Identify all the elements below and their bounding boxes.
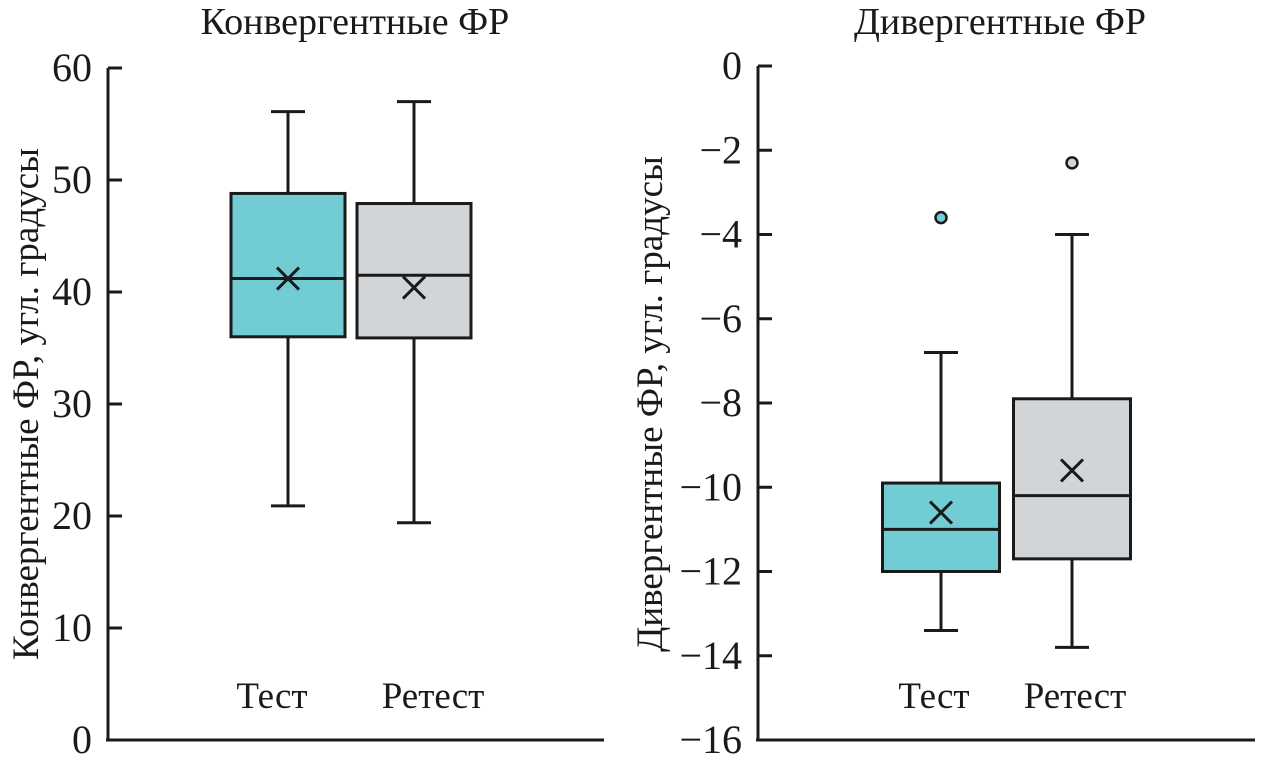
y-tick-label: 10 — [52, 605, 92, 650]
iqr-box — [229, 191, 347, 339]
mean-marker — [928, 500, 954, 525]
iqr-box — [881, 481, 1001, 574]
mean-marker — [275, 266, 301, 291]
y-tick-label: 50 — [52, 157, 92, 202]
y-tick-label: −6 — [699, 296, 742, 341]
box-retest — [1012, 156, 1132, 649]
y-tick-label: −12 — [679, 549, 742, 594]
y-axis-label: Конвергентные ФР, угл. градусы — [6, 148, 47, 660]
y-tick-label: −10 — [679, 464, 742, 509]
category-label-test: Тест — [236, 676, 307, 717]
outlier-point — [1065, 156, 1079, 170]
panel-convergent: Конвергентные ФР Конвергентные ФР, угл. … — [6, 1, 604, 762]
y-tick-label: −14 — [679, 633, 742, 678]
iqr-box — [355, 202, 473, 340]
y-tick-label: 40 — [52, 269, 92, 314]
mean-marker — [1059, 458, 1085, 483]
box-test — [229, 110, 347, 508]
y-axis-label: Дивергентные ФР, угл. градусы — [630, 156, 671, 652]
y-tick-label: −2 — [699, 127, 742, 172]
chart-title: Конвергентные ФР — [201, 1, 510, 43]
box-retest — [355, 100, 473, 525]
panel-divergent: Дивергентные ФР Дивергентные ФР, угл. гр… — [630, 1, 1255, 762]
y-tick-label: 30 — [52, 381, 92, 426]
category-label-retest: Ретест — [1024, 676, 1127, 717]
y-tick-label: −4 — [699, 212, 742, 257]
iqr-box — [1012, 397, 1132, 561]
y-tick-label: 20 — [52, 493, 92, 538]
box-test — [881, 210, 1001, 632]
outlier-point — [934, 210, 948, 225]
chart-title: Дивергентные ФР — [854, 1, 1146, 43]
y-tick-label: −16 — [679, 717, 742, 762]
y-tick-label: 60 — [52, 45, 92, 90]
y-tick-label: −8 — [699, 380, 742, 425]
category-label-retest: Ретест — [382, 676, 485, 717]
mean-marker — [401, 275, 427, 300]
y-tick-label: 0 — [722, 43, 742, 88]
category-label-test: Тест — [898, 676, 969, 717]
y-tick-label: 0 — [72, 717, 92, 762]
